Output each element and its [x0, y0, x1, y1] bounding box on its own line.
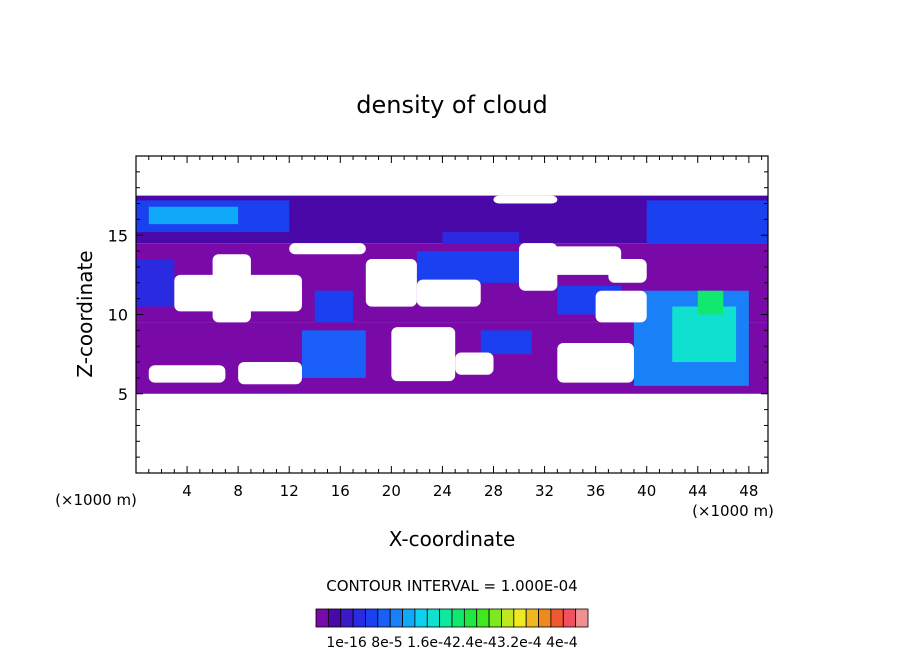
y-tick-label: 10 [108, 306, 128, 325]
density-cell [646, 200, 768, 244]
gap-patch [608, 259, 647, 283]
chart-title: density of cloud [356, 91, 547, 119]
gap-patch [365, 259, 417, 307]
gap-patch [148, 365, 226, 383]
x-tick-label: 36 [586, 482, 605, 500]
colorbar-swatch [488, 608, 502, 628]
gap-patch [557, 343, 634, 383]
colorbar-swatch [476, 608, 490, 628]
colorbar-swatch [327, 608, 342, 628]
density-cell [416, 251, 520, 283]
x-tick-label: 4 [182, 482, 192, 500]
colorbar-swatch [439, 608, 453, 628]
colorbar-swatch [562, 608, 577, 628]
colorbar-swatch [352, 608, 366, 628]
gap-patch [595, 290, 647, 323]
y-axis-label: Z-coordinate [73, 250, 97, 377]
colorbar-swatch [501, 608, 515, 628]
colorbar-swatch [575, 608, 589, 628]
x-tick-label: 44 [688, 482, 707, 500]
colorbar-swatch [414, 608, 428, 628]
x-tick-label: 28 [484, 482, 503, 500]
y-tick-label: 15 [108, 226, 128, 245]
colorbar-swatch [426, 608, 441, 628]
gap-patch [416, 279, 481, 307]
clear-sky-gaps [148, 195, 647, 385]
density-cell [480, 330, 532, 355]
colorbar-swatch [513, 608, 527, 628]
colorbar-swatch [463, 608, 478, 628]
gap-patch [391, 327, 456, 382]
x-tick-label: 8 [233, 482, 243, 500]
x-unit-label-right: (×1000 m) [692, 502, 774, 520]
x-tick-label: 48 [739, 482, 758, 500]
colorbar-swatch [525, 608, 539, 628]
x-tick-label: 40 [637, 482, 656, 500]
gap-patch [238, 362, 302, 385]
colorbar-swatch [377, 608, 391, 628]
gap-patch [493, 195, 558, 204]
x-tick-label: 24 [433, 482, 452, 500]
density-cell [301, 330, 366, 378]
x-axis-ticks: 4 8 12 16 20 24 28 32 36 40 44 48 [135, 156, 763, 500]
colorbar-swatch [538, 608, 552, 628]
colorbar-swatch [365, 608, 379, 628]
colorbar [315, 608, 589, 628]
density-cell [148, 206, 239, 225]
colorbar-swatch [402, 608, 416, 628]
x-axis-label: X-coordinate [389, 527, 516, 551]
density-cell [136, 259, 175, 307]
x-tick-label: 16 [331, 482, 350, 500]
density-cell [697, 290, 724, 315]
density-cell [672, 306, 737, 363]
y-axis-ticks: 5 10 15 [108, 155, 768, 474]
y-tick-label: 5 [118, 385, 128, 404]
gap-patch [455, 352, 494, 375]
gap-patch [289, 243, 366, 255]
x-unit-label-left: (×1000 m) [55, 491, 137, 509]
x-tick-label: 12 [280, 482, 299, 500]
x-tick-label: 20 [382, 482, 401, 500]
colorbar-labels: 1e-16 8e-5 1.6e-42.4e-43.2e-4 4e-4 [326, 635, 577, 651]
x-tick-label: 32 [535, 482, 554, 500]
gap-patch [174, 274, 302, 312]
colorbar-swatch [315, 608, 329, 628]
colorbar-swatch [550, 608, 564, 628]
colorbar-swatch [340, 608, 354, 628]
colorbar-swatch [389, 608, 403, 628]
colorbar-swatch [451, 608, 465, 628]
contour-interval-text: CONTOUR INTERVAL = 1.000E-04 [326, 577, 577, 595]
gap-patch [531, 246, 622, 275]
